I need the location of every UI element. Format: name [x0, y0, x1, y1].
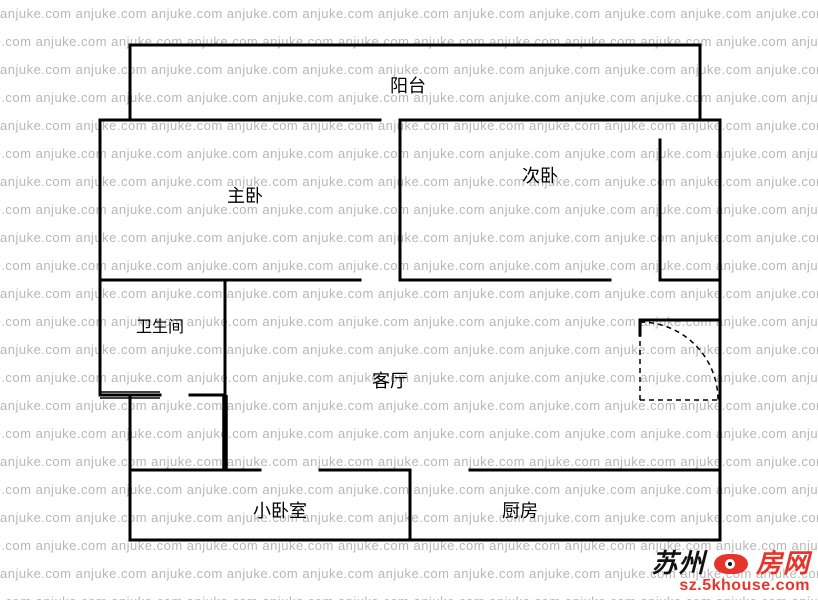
door-swing-arc: [640, 322, 718, 400]
room-label-balcony: 阳台: [390, 72, 426, 98]
look-eye-icon: [714, 554, 748, 574]
footer-logo-pre: 苏州: [652, 548, 706, 578]
room-label-small: 小卧室: [253, 497, 307, 523]
floorplan-canvas: anjuke.com anjuke.com anjuke.com anjuke.…: [0, 0, 818, 600]
footer-logo-line1: 苏州 房网: [652, 550, 811, 576]
footer-logo: 苏州 房网 sz.5khouse.com: [652, 550, 811, 594]
footer-logo-post: 房网: [756, 548, 810, 578]
room-label-kitchen: 厨房: [502, 497, 538, 523]
room-label-living: 客厅: [372, 367, 408, 393]
room-label-bath: 卫生间: [136, 313, 184, 337]
room-label-second: 次卧: [522, 162, 558, 188]
footer-logo-url: sz.5khouse.com: [652, 578, 811, 594]
room-label-master: 主卧: [227, 182, 263, 208]
